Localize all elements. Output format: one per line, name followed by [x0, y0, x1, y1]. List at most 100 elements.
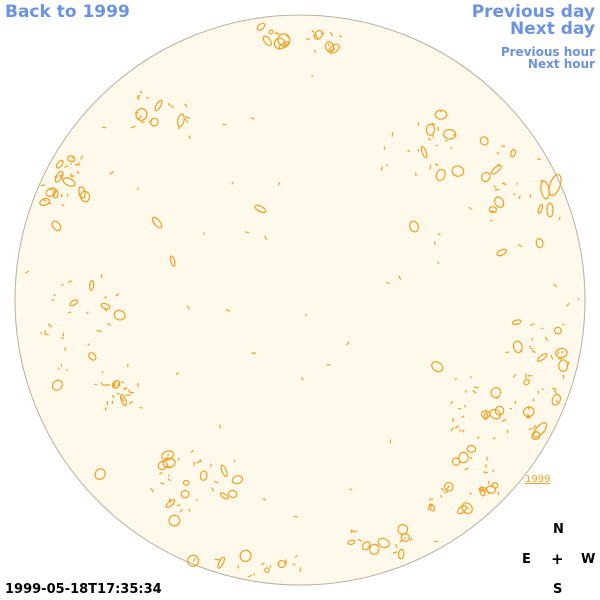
- contour-mark: [537, 158, 541, 161]
- contour-mark: [250, 117, 255, 120]
- contour-mark: [256, 22, 266, 31]
- contour-mark: [96, 329, 102, 333]
- contour-mark: [62, 177, 76, 187]
- contour-mark: [435, 168, 446, 182]
- contour-mark: [61, 283, 64, 287]
- contour-mark: [558, 359, 569, 372]
- contour-mark: [383, 146, 386, 150]
- contour-mark: [392, 551, 398, 554]
- contour-mark: [294, 554, 298, 558]
- contour-mark: [541, 327, 544, 330]
- contour-mark: [277, 559, 286, 569]
- contour-mark: [461, 415, 465, 418]
- contour-mark: [150, 117, 159, 127]
- contour-mark: [473, 386, 479, 389]
- contour-mark: [517, 195, 522, 200]
- contour-mark: [550, 354, 554, 360]
- contour-mark: [190, 449, 194, 454]
- contour-mark: [397, 524, 409, 535]
- contour-mark: [136, 94, 141, 99]
- contour-mark: [501, 418, 507, 423]
- contour-mark: [176, 113, 185, 128]
- contour-mark: [42, 198, 47, 202]
- contour-mark: [128, 400, 134, 405]
- contour-mark: [494, 405, 505, 416]
- contour-mark: [177, 458, 180, 461]
- next-hour-link[interactable]: Next hour: [527, 57, 595, 71]
- contour-mark: [245, 231, 250, 234]
- contour-mark: [452, 133, 457, 136]
- contour-mark: [428, 504, 432, 509]
- contour-mark: [536, 353, 548, 362]
- contour-mark: [67, 155, 76, 163]
- contour-mark: [454, 377, 458, 381]
- contour-mark: [273, 37, 286, 50]
- contour-mark: [107, 322, 111, 326]
- contour-mark: [562, 323, 565, 326]
- previous-hour-link[interactable]: Previous hour: [500, 45, 595, 59]
- contour-mark: [213, 480, 219, 484]
- next-day-link[interactable]: Next day: [510, 19, 595, 39]
- contour-mark: [231, 181, 234, 185]
- contour-mark: [120, 397, 125, 402]
- contour-mark: [478, 486, 488, 492]
- contour-mark: [540, 180, 550, 200]
- contour-mark: [489, 408, 502, 420]
- contour-mark: [157, 460, 168, 471]
- contour-mark: [450, 427, 454, 432]
- contour-mark: [497, 491, 500, 496]
- contour-mark: [124, 386, 128, 390]
- contour-mark: [490, 164, 502, 175]
- contour-mark: [80, 155, 84, 160]
- contour-mark: [391, 132, 394, 137]
- year-label-link[interactable]: 1999: [525, 474, 550, 485]
- contour-mark: [429, 164, 432, 170]
- contour-mark: [175, 371, 179, 376]
- contour-mark: [69, 299, 79, 307]
- contour-mark: [310, 75, 314, 78]
- contour-mark: [67, 280, 73, 283]
- back-to-year-link[interactable]: Back to 1999: [5, 2, 130, 22]
- contour-mark: [193, 557, 196, 563]
- contour-mark: [51, 299, 55, 302]
- compass-north: N: [553, 522, 564, 537]
- contour-mark: [314, 34, 319, 39]
- contour-mark: [427, 507, 431, 511]
- contour-mark: [137, 97, 140, 101]
- contour-mark: [522, 406, 535, 418]
- contour-mark: [180, 489, 190, 499]
- contour-mark: [427, 137, 432, 141]
- contour-mark: [219, 424, 222, 429]
- contour-mark: [188, 135, 192, 140]
- contour-mark: [435, 144, 439, 147]
- contour-mark: [94, 383, 98, 386]
- contour-mark: [407, 149, 411, 153]
- contour-mark: [440, 487, 445, 492]
- contour-mark: [537, 203, 544, 214]
- contour-mark: [324, 41, 335, 53]
- contour-mark: [104, 407, 107, 411]
- contour-mark: [167, 102, 170, 107]
- contour-mark: [264, 235, 268, 241]
- contour-mark: [496, 151, 500, 155]
- contour-mark: [167, 474, 170, 477]
- contour-mark: [101, 371, 104, 374]
- contour-mark: [528, 345, 532, 348]
- contour-mark: [76, 170, 80, 175]
- contour-mark: [553, 326, 562, 335]
- contour-mark: [300, 377, 304, 381]
- contour-mark: [53, 293, 56, 297]
- contour-mark: [551, 393, 562, 406]
- contour-mark: [454, 425, 460, 429]
- contour-mark: [150, 487, 155, 493]
- contour-mark: [461, 502, 473, 515]
- previous-day-link[interactable]: Previous day: [471, 2, 595, 22]
- contour-mark: [398, 275, 402, 280]
- contour-mark: [350, 529, 353, 534]
- contour-mark: [195, 498, 198, 502]
- contour-mark: [493, 185, 497, 189]
- contour-mark: [100, 274, 103, 279]
- contour-mark: [395, 543, 398, 549]
- contour-mark: [130, 125, 136, 129]
- contour-mark: [469, 456, 473, 460]
